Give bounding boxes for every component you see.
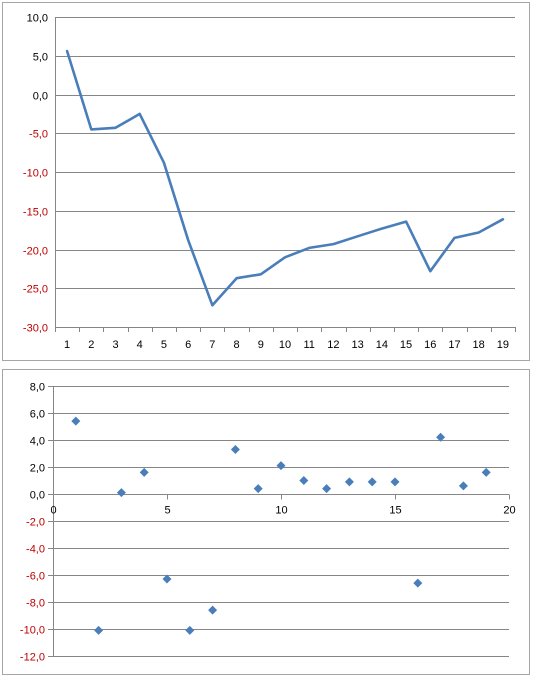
scatter-point	[367, 477, 377, 487]
scatter-chart-axes	[53, 386, 510, 656]
line-chart-x-tick-label: 17	[448, 339, 460, 351]
scatter-point	[185, 625, 195, 635]
line-chart-y-tick-label: 0,0	[33, 91, 48, 103]
scatter-chart-x-tick-labels: 0 5 10 15 20	[50, 505, 515, 517]
line-chart-y-tick-label: 10,0	[27, 13, 48, 25]
scatter-point	[299, 476, 309, 485]
line-chart-x-tick-label: 19	[497, 339, 509, 351]
scatter-point	[253, 484, 263, 494]
scatter-chart: 8,0 6,0 4,0 2,0 0,0 -2,0 -4,0 -6,0 -8,0 -10,0 -12,…	[2, 369, 530, 675]
scatter-chart-y-tick-label: 6,0	[30, 409, 45, 421]
line-chart-x-tick-label: 1	[64, 339, 70, 351]
scatter-point	[230, 444, 240, 454]
line-chart-x-tick-label: 6	[185, 339, 191, 351]
line-chart-x-tick-label: 18	[473, 339, 485, 351]
line-chart-y-tick-label: -5,0	[29, 129, 48, 141]
scatter-chart-y-tick-label: 2,0	[30, 463, 45, 475]
scatter-chart-x-tick-label: 0	[50, 505, 56, 517]
line-chart: 10,05,00,0-5,0-10,0-15,0-20,0-25,0-30,0 …	[2, 2, 530, 361]
scatter-point	[139, 467, 149, 477]
scatter-point	[208, 605, 218, 615]
scatter-chart-x-tick-label: 15	[389, 505, 401, 517]
line-chart-x-tick-label: 7	[209, 339, 215, 351]
line-chart-x-tick-label: 5	[161, 339, 167, 351]
line-chart-y-tick-label: -25,0	[23, 284, 48, 296]
scatter-chart-y-tick-label: 4,0	[30, 436, 45, 448]
line-chart-x-tick-label: 16	[424, 339, 436, 351]
scatter-chart-x-tick-label: 20	[503, 505, 515, 517]
line-chart-x-tick-label: 13	[352, 339, 364, 351]
scatter-chart-y-tick-label: -8,0	[26, 598, 45, 610]
line-chart-x-tick-label: 9	[258, 339, 264, 351]
line-chart-y-tick-label: 5,0	[33, 52, 48, 64]
scatter-point	[71, 416, 81, 426]
line-chart-frame	[2, 2, 530, 361]
scatter-point	[481, 467, 491, 477]
scatter-chart-y-tick-labels: 8,0 6,0 4,0 2,0 0,0 -2,0 -4,0 -6,0 -8,0 -10,0 -12,…	[20, 382, 45, 664]
line-chart-series-line	[65, 49, 505, 307]
scatter-chart-y-tick-label: -10,0	[20, 625, 45, 637]
scatter-chart-y-tick-label: -12,0	[20, 652, 45, 664]
scatter-point	[458, 481, 468, 491]
scatter-point	[390, 477, 400, 487]
scatter-chart-gridlines	[48, 386, 509, 657]
line-chart-x-tick-label: 3	[112, 339, 118, 351]
line-chart-y-tick-label: -15,0	[23, 207, 48, 219]
line-chart-y-tick-labels: 10,0 5,0 0,0 -5,0 -10,0 -15,0 -20,0 -25,0 -30,0	[23, 13, 48, 335]
scatter-point	[162, 574, 172, 584]
line-chart-x-tick-label: 4	[137, 339, 143, 351]
line-chart-gridlines	[55, 17, 515, 328]
line-chart-x-tick-label: 15	[400, 339, 412, 351]
scatter-point	[322, 484, 332, 494]
scatter-point	[94, 625, 104, 635]
line-chart-x-tick-label: 12	[327, 339, 339, 351]
scatter-chart-x-tick-label: 10	[275, 505, 287, 517]
scatter-chart-y-tick-label: -2,0	[26, 517, 45, 529]
scatter-chart-y-tick-label: 0,0	[30, 490, 45, 502]
line-chart-x-tick-labels: 1 2 3 4 5 6 7 8 9 10 11 12 13 14 15 16 17 18 19	[64, 339, 509, 351]
line-chart-series	[65, 49, 505, 307]
scatter-chart-y-tick-label: 8,0	[30, 382, 45, 394]
line-chart-x-tick-label: 10	[279, 339, 291, 351]
scatter-chart-series	[71, 416, 491, 635]
scatter-point	[116, 488, 126, 498]
scatter-chart-y-tick-label: -4,0	[26, 544, 45, 556]
line-chart-y-tick-label: -10,0	[23, 168, 48, 180]
line-chart-x-tick-label: 14	[376, 339, 388, 351]
line-chart-x-tick-label: 8	[234, 339, 240, 351]
scatter-point	[413, 578, 423, 588]
line-chart-x-tick-label: 2	[88, 339, 94, 351]
line-chart-y-tick-label: -20,0	[23, 246, 48, 258]
line-chart-y-tick-label: -30,0	[23, 323, 48, 335]
scatter-chart-y-tick-label: -6,0	[26, 571, 45, 583]
scatter-chart-x-tick-label: 5	[164, 505, 170, 517]
scatter-point	[276, 461, 286, 471]
scatter-point	[436, 432, 446, 442]
scatter-point	[344, 477, 354, 487]
line-chart-x-tick-label: 11	[303, 339, 314, 351]
line-chart-axes	[55, 17, 516, 332]
